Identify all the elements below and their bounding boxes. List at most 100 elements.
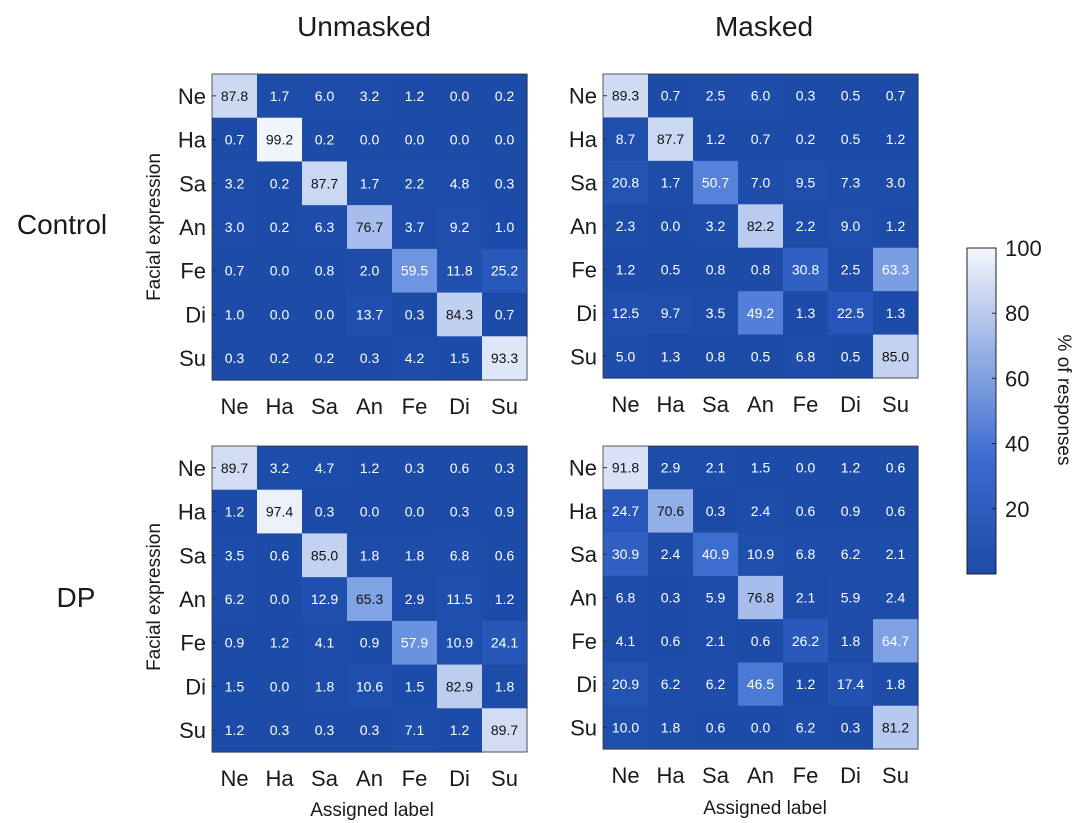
cell-value-label: 0.0 — [495, 132, 515, 148]
cell-value-label: 5.9 — [706, 590, 726, 606]
x-tick-label: Ne — [611, 392, 639, 417]
cell-value-label: 9.7 — [661, 305, 681, 321]
cell-value-label: 6.3 — [315, 219, 335, 235]
y-tick-label: Ha — [569, 499, 598, 524]
y-tick-label: Fe — [571, 629, 597, 654]
cell-value-label: 10.9 — [747, 546, 774, 562]
cell-value-label: 5.9 — [841, 590, 861, 606]
cell-value-label: 1.8 — [495, 678, 515, 694]
colorbar-tick-label: 60 — [1005, 366, 1029, 391]
y-tick-label: Ha — [569, 127, 598, 152]
cell-value-label: 3.2 — [706, 218, 726, 234]
colorbar-tick-label: 100 — [1005, 236, 1042, 261]
cell-value-label: 2.4 — [751, 503, 771, 519]
cell-value-label: 0.2 — [270, 175, 290, 191]
cell-value-label: 0.0 — [360, 132, 380, 148]
cell-value-label: 1.0 — [495, 219, 515, 235]
cell-value-label: 12.9 — [311, 591, 338, 607]
cell-value-label: 85.0 — [311, 547, 338, 563]
x-tick-label: Di — [449, 766, 470, 791]
column-title-unmasked: Unmasked — [297, 11, 431, 42]
cell-value-label: 1.5 — [225, 678, 245, 694]
cell-value-label: 4.2 — [405, 350, 425, 366]
y-tick-label: Ha — [178, 128, 207, 153]
x-tick-label: Ha — [265, 766, 294, 791]
cell-value-label: 0.5 — [751, 348, 771, 364]
y-tick-label: An — [179, 587, 206, 612]
cell-value-label: 0.3 — [225, 350, 245, 366]
cell-value-label: 0.2 — [315, 350, 335, 366]
cell-value-label: 4.7 — [315, 460, 335, 476]
y-tick-label: Su — [570, 344, 597, 369]
row-title-control: Control — [17, 209, 107, 240]
cell-value-label: 26.2 — [792, 633, 819, 649]
x-tick-label: Sa — [311, 766, 339, 791]
cell-value-label: 4.8 — [450, 175, 470, 191]
cell-value-label: 0.0 — [315, 306, 335, 322]
cell-value-label: 6.2 — [796, 719, 816, 735]
x-tick-label: Fe — [793, 763, 819, 788]
x-tick-label: An — [356, 394, 383, 419]
cell-value-label: 0.9 — [360, 635, 380, 651]
cell-value-label: 89.7 — [221, 460, 248, 476]
cell-value-label: 99.2 — [266, 132, 293, 148]
cell-value-label: 2.2 — [405, 175, 425, 191]
x-tick-label: An — [747, 763, 774, 788]
cell-value-label: 20.9 — [612, 676, 639, 692]
cell-value-label: 0.0 — [796, 460, 816, 476]
cell-value-label: 0.6 — [886, 460, 906, 476]
cell-value-label: 0.6 — [495, 547, 515, 563]
cell-value-label: 59.5 — [401, 263, 428, 279]
cell-value-label: 0.2 — [796, 131, 816, 147]
cell-value-label: 0.8 — [706, 261, 726, 277]
colorbar-label: % of responses — [1053, 335, 1074, 466]
cell-value-label: 0.6 — [270, 547, 290, 563]
cell-value-label: 40.9 — [702, 546, 729, 562]
cell-value-label: 6.0 — [315, 88, 335, 104]
cell-value-label: 0.3 — [661, 590, 681, 606]
cell-value-label: 0.7 — [661, 88, 681, 104]
x-tick-label: Ha — [265, 394, 294, 419]
cell-value-label: 2.0 — [360, 263, 380, 279]
cell-value-label: 0.0 — [450, 88, 470, 104]
x-tick-label: An — [747, 392, 774, 417]
cell-value-label: 1.2 — [796, 676, 816, 692]
colorbar-tick-label: 20 — [1005, 497, 1029, 522]
cell-value-label: 1.8 — [405, 547, 425, 563]
cell-value-label: 0.9 — [225, 635, 245, 651]
cell-value-label: 1.2 — [225, 504, 245, 520]
cell-value-label: 0.3 — [450, 504, 470, 520]
cell-value-label: 10.9 — [446, 635, 473, 651]
x-tick-label: Fe — [402, 394, 428, 419]
cell-value-label: 7.1 — [405, 722, 425, 738]
y-tick-label: Di — [576, 301, 597, 326]
y-tick-label: An — [179, 215, 206, 240]
x-tick-label: Su — [491, 394, 518, 419]
y-tick-label: Ne — [569, 84, 597, 109]
cell-value-label: 4.1 — [315, 635, 335, 651]
y-axis-label-dp: Facial expression — [144, 523, 165, 671]
colorbar-gradient — [967, 248, 996, 574]
y-tick-label: Su — [179, 718, 206, 743]
cell-value-label: 0.0 — [405, 132, 425, 148]
cell-value-label: 0.3 — [405, 460, 425, 476]
cell-value-label: 81.2 — [882, 719, 909, 735]
cell-value-label: 0.7 — [225, 132, 245, 148]
x-tick-label: Fe — [793, 392, 819, 417]
cell-value-label: 0.3 — [315, 722, 335, 738]
column-title-masked: Masked — [715, 11, 813, 42]
y-tick-label: Ha — [178, 500, 207, 525]
cell-value-label: 0.3 — [405, 306, 425, 322]
cell-value-label: 25.2 — [491, 263, 518, 279]
cell-value-label: 0.2 — [270, 219, 290, 235]
cell-value-label: 30.9 — [612, 546, 639, 562]
cell-value-label: 70.6 — [657, 503, 684, 519]
y-tick-label: Ne — [178, 456, 206, 481]
cell-value-label: 87.8 — [221, 88, 248, 104]
cell-value-label: 0.5 — [841, 88, 861, 104]
cell-value-label: 6.8 — [796, 546, 816, 562]
cell-value-label: 2.1 — [796, 590, 816, 606]
cell-value-label: 6.2 — [661, 676, 681, 692]
cell-value-label: 0.6 — [751, 633, 771, 649]
